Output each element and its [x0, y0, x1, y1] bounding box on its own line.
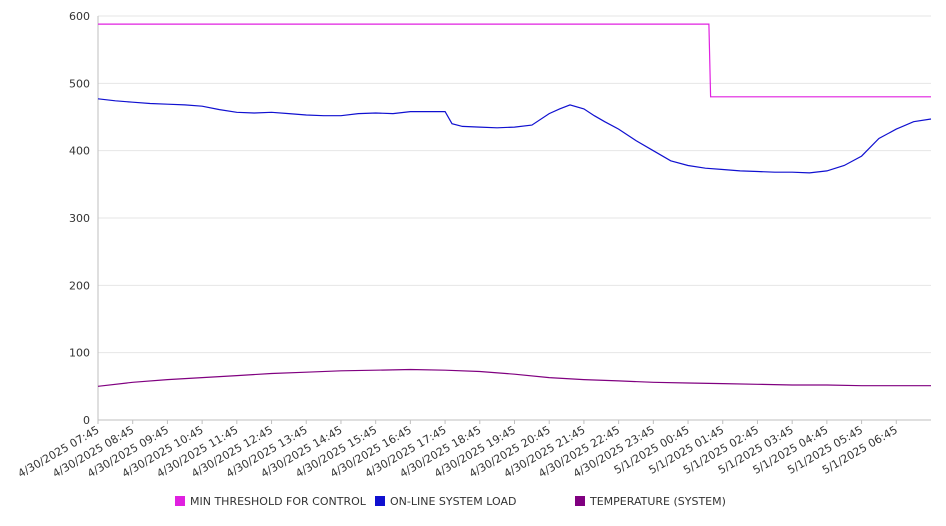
legend: MIN THRESHOLD FOR CONTROL ON-LINE SYSTEM … [175, 495, 726, 508]
x-tick-labels: 4/30/2025 07:454/30/2025 08:454/30/2025 … [16, 423, 900, 480]
legend-swatch [175, 496, 185, 506]
grid-lines [98, 15, 931, 354]
y-tick-label: 400 [69, 145, 90, 158]
series-line-0 [98, 23, 931, 98]
y-tick-label: 200 [69, 279, 90, 292]
legend-label: MIN THRESHOLD FOR CONTROL [190, 495, 367, 508]
y-tick-label: 300 [69, 212, 90, 225]
legend-label: TEMPERATURE (SYSTEM) [589, 495, 726, 508]
series-line-2 [97, 368, 931, 387]
legend-label: ON-LINE SYSTEM LOAD [390, 495, 516, 508]
legend-swatch [575, 496, 585, 506]
y-tick-label: 600 [69, 10, 90, 23]
y-tick-label: 0 [83, 414, 90, 427]
y-tick-label: 500 [69, 77, 90, 90]
series-line-1 [97, 98, 932, 174]
y-tick-label: 100 [69, 347, 90, 360]
y-tick-labels: 0 100 200 300 400 500 600 [69, 10, 90, 427]
axes [97, 16, 931, 424]
legend-swatch [375, 496, 385, 506]
series-lines [97, 23, 932, 387]
